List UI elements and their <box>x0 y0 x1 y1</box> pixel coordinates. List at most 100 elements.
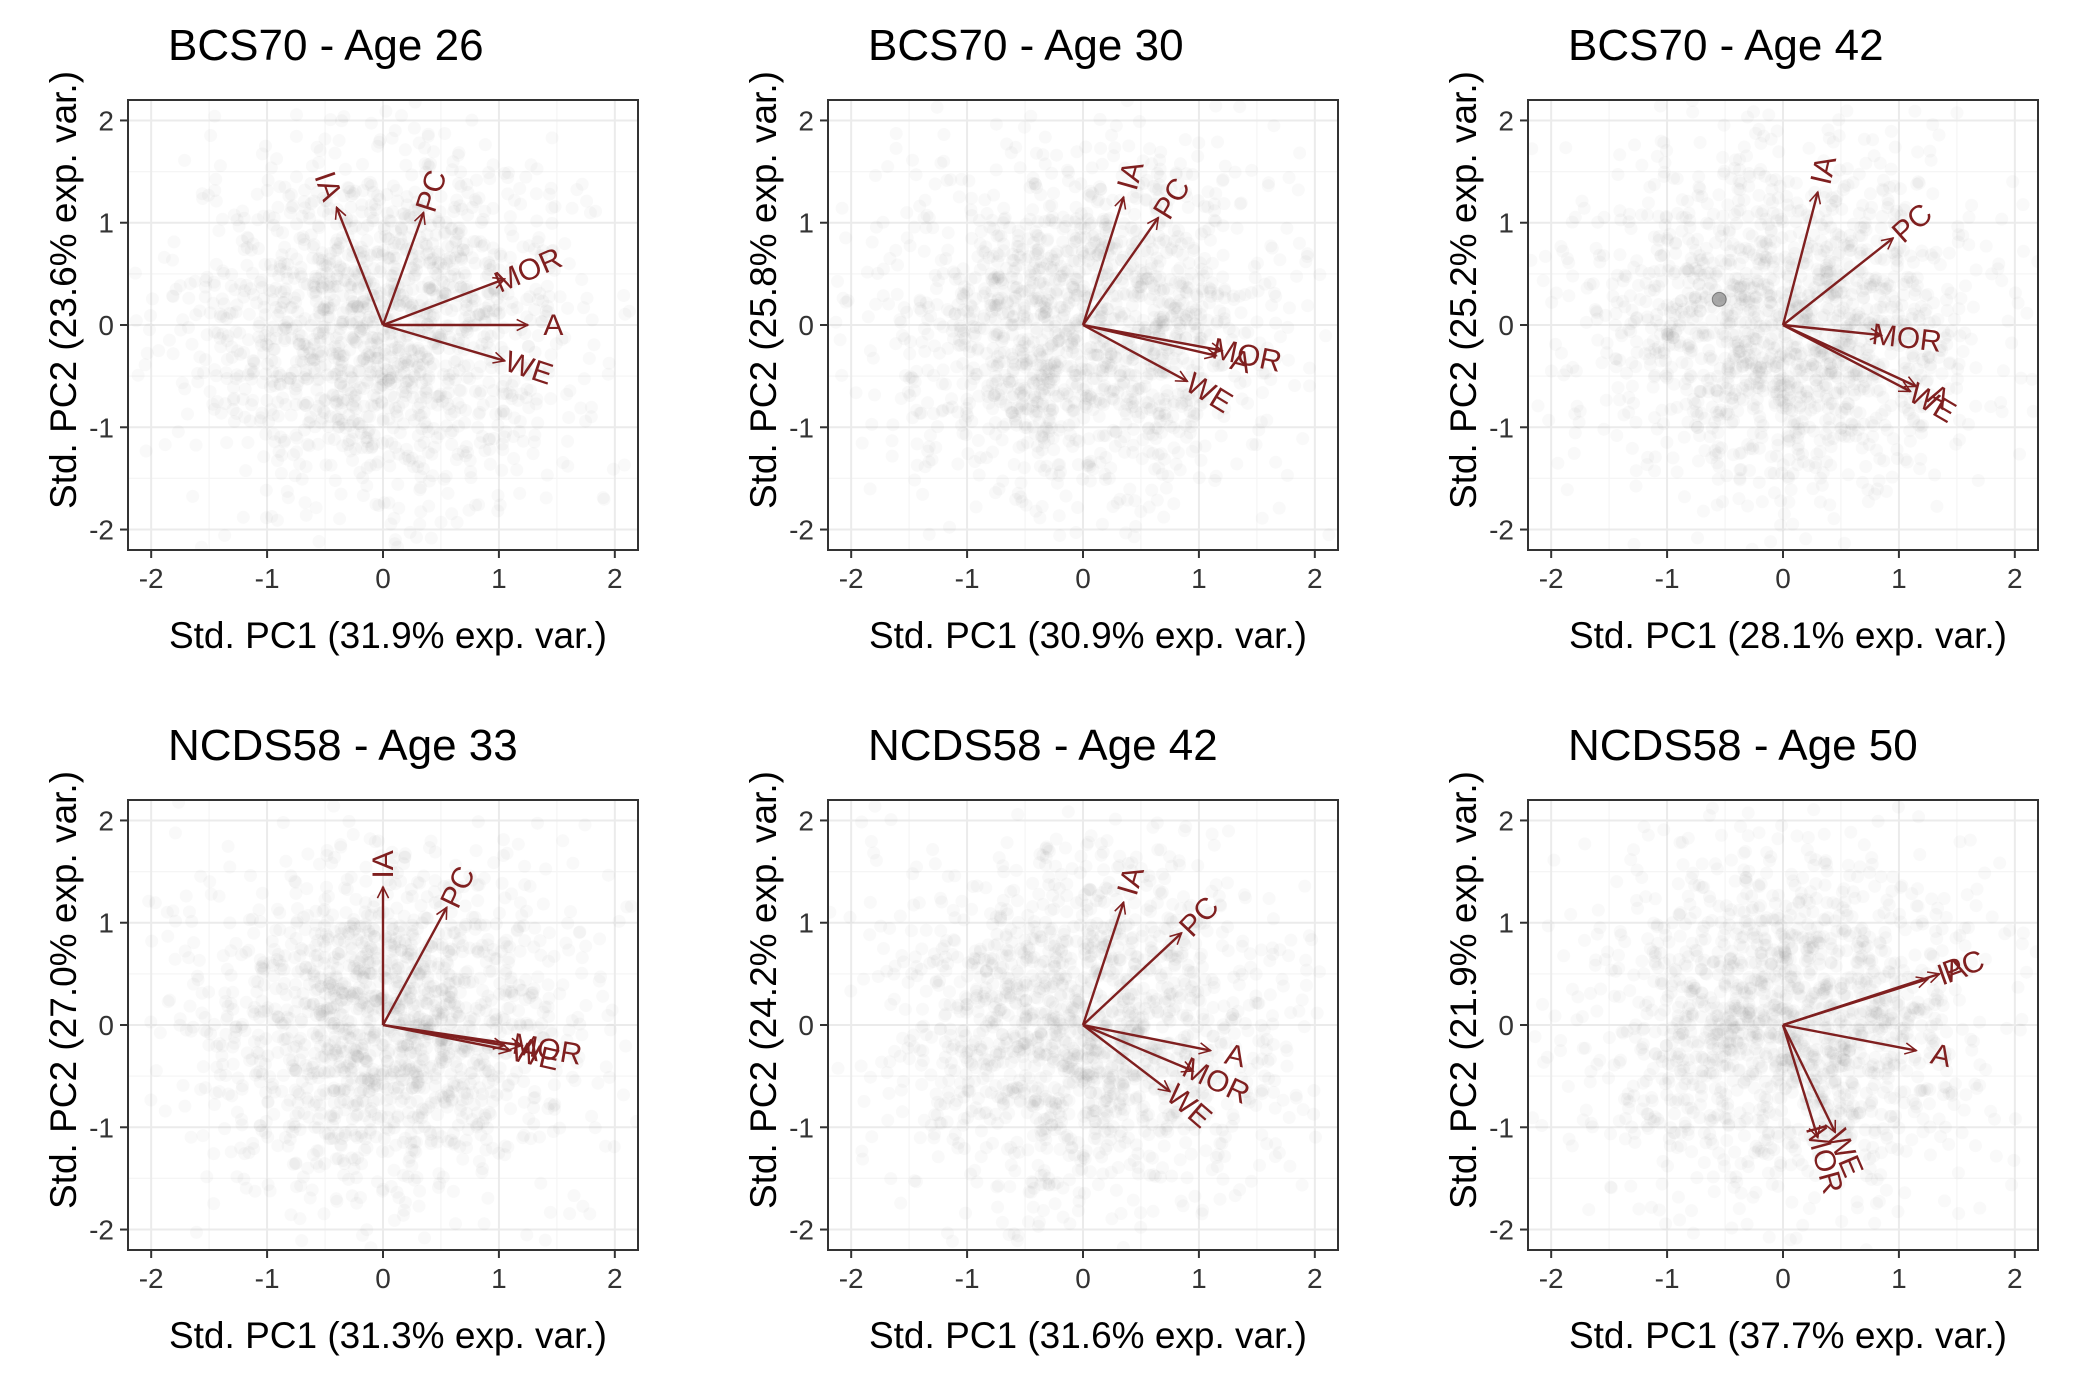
data-point <box>278 285 291 298</box>
data-point <box>1930 500 1943 513</box>
data-point <box>1568 447 1581 460</box>
data-point <box>356 471 369 484</box>
data-point <box>1748 281 1761 294</box>
data-point <box>1071 501 1084 514</box>
data-point <box>964 203 977 216</box>
data-point <box>307 354 320 367</box>
data-point <box>916 336 929 349</box>
data-point <box>1871 234 1884 247</box>
data-point <box>333 134 346 147</box>
data-point <box>443 331 456 344</box>
data-point <box>1969 400 1982 413</box>
data-point <box>383 450 396 463</box>
panel-title: NCDS58 - Age 33 <box>168 721 518 770</box>
data-point <box>1097 213 1110 226</box>
data-point <box>1650 314 1663 327</box>
data-point <box>1191 150 1204 163</box>
data-point <box>427 145 440 158</box>
data-point <box>1683 214 1696 227</box>
data-point <box>278 241 291 254</box>
data-point <box>1551 457 1564 470</box>
data-point <box>1202 223 1215 236</box>
data-point <box>1878 419 1891 432</box>
data-point <box>618 459 631 472</box>
data-point <box>356 158 369 171</box>
data-point <box>144 309 157 322</box>
data-point <box>1671 466 1684 479</box>
data-point <box>829 316 842 329</box>
data-point <box>1542 414 1555 427</box>
data-point <box>270 324 283 337</box>
data-point <box>1723 367 1736 380</box>
x-tick-label: -1 <box>955 563 980 594</box>
data-point <box>143 323 156 336</box>
data-point <box>1018 121 1031 134</box>
data-point <box>566 202 579 215</box>
data-point <box>974 321 987 334</box>
data-point <box>290 130 303 143</box>
data-point <box>1762 108 1775 121</box>
data-point <box>1562 256 1575 269</box>
data-point <box>1132 290 1145 303</box>
data-point <box>1875 222 1888 235</box>
data-point <box>1020 218 1033 231</box>
data-point <box>1613 148 1626 161</box>
data-point <box>190 439 203 452</box>
data-point <box>371 336 384 349</box>
data-point <box>1060 490 1073 503</box>
data-point <box>1094 142 1107 155</box>
data-point <box>1606 277 1619 290</box>
data-point <box>507 452 520 465</box>
data-point <box>861 266 874 279</box>
data-point <box>868 388 881 401</box>
x-tick-label: -2 <box>839 563 864 594</box>
data-point <box>469 257 482 270</box>
data-point <box>1774 519 1787 532</box>
data-point <box>619 308 632 321</box>
data-point <box>1170 458 1183 471</box>
data-point <box>1118 430 1131 443</box>
data-point <box>1012 259 1025 272</box>
data-point <box>987 189 1000 202</box>
data-point <box>245 398 258 411</box>
data-point <box>2026 373 2039 386</box>
y-tick-label: -2 <box>789 515 814 546</box>
data-point <box>1187 410 1200 423</box>
data-point <box>1671 401 1684 414</box>
data-point <box>1772 145 1785 158</box>
data-point <box>991 329 1004 342</box>
data-point <box>924 429 937 442</box>
data-point <box>1678 490 1691 503</box>
data-point <box>1101 266 1114 279</box>
data-point <box>1733 174 1746 187</box>
data-point <box>1667 172 1680 185</box>
data-point <box>1039 158 1052 171</box>
data-point <box>367 186 380 199</box>
data-point <box>399 389 412 402</box>
data-point <box>1009 141 1022 154</box>
data-point <box>850 386 863 399</box>
data-point <box>840 296 853 309</box>
data-point <box>316 282 329 295</box>
data-point <box>1251 257 1264 270</box>
data-point <box>163 334 176 347</box>
loading-arrow-pc <box>1782 238 1893 326</box>
data-point <box>546 217 559 230</box>
data-point <box>921 364 934 377</box>
data-point <box>1041 294 1054 307</box>
data-point <box>1694 136 1707 149</box>
data-point <box>1652 210 1665 223</box>
data-point <box>310 501 323 514</box>
data-point <box>350 383 363 396</box>
data-point <box>1657 136 1670 149</box>
data-point <box>1301 299 1314 312</box>
data-point <box>1146 243 1159 256</box>
data-point <box>1980 240 1993 253</box>
data-point <box>1292 183 1305 196</box>
data-point <box>1043 400 1056 413</box>
data-point <box>386 269 399 282</box>
data-point <box>513 182 526 195</box>
data-point <box>916 488 929 501</box>
